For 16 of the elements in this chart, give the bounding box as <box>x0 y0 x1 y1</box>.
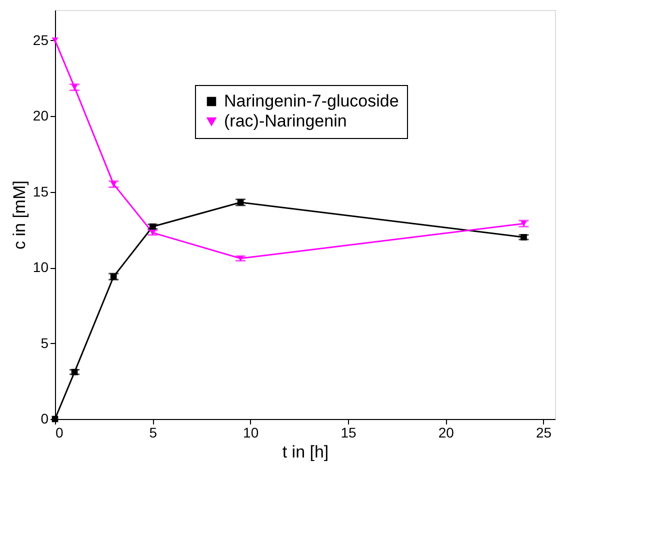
y-tick-label: 25 <box>32 32 49 48</box>
x-tick-label: 0 <box>56 424 64 440</box>
x-tick-label: 5 <box>149 424 158 440</box>
y-tick-label: 20 <box>32 108 49 124</box>
x-tick-label: 25 <box>536 424 552 440</box>
y-axis-title: c in [mM] <box>10 180 29 250</box>
y-tick-label: 10 <box>32 259 49 276</box>
x-axis-title: t in [h] <box>282 442 329 462</box>
y-tick-label: 5 <box>40 334 49 351</box>
x-tick-label: 20 <box>438 424 454 440</box>
y-tick-label: 0 <box>40 410 49 426</box>
y-tick-label: 15 <box>32 183 49 200</box>
x-tick-label: 15 <box>340 424 356 440</box>
legend-label: (rac)-Naringenin <box>224 112 347 130</box>
legend-label: Naringenin-7-glucoside <box>224 92 399 110</box>
x-tick-label: 10 <box>243 424 259 440</box>
